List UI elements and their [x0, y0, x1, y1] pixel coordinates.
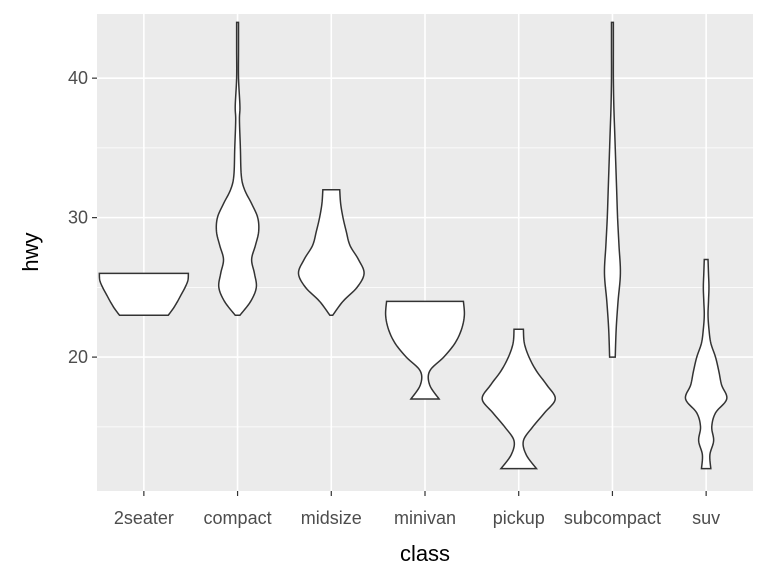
x-tick-label-2seater: 2seater	[114, 508, 174, 528]
violin-suv	[684, 258, 728, 470]
violin-minivan	[384, 300, 466, 400]
x-axis: 2seater compact midsize minivan pickup subcom…	[114, 491, 720, 528]
y-tick-label: 40	[68, 68, 88, 88]
violin-subcompact	[603, 21, 622, 358]
violin-pickup	[481, 328, 557, 470]
x-tick-label-subcompact: subcompact	[564, 508, 661, 528]
y-axis: 20 30 40	[68, 68, 97, 367]
y-tick-label: 30	[68, 208, 88, 228]
y-axis-title: hwy	[18, 232, 43, 271]
x-tick-label-compact: compact	[204, 508, 272, 528]
violins	[98, 21, 728, 470]
x-tick-label-midsize: midsize	[301, 508, 362, 528]
x-tick-label-suv: suv	[692, 508, 720, 528]
violin-midsize	[297, 188, 365, 317]
y-tick-label: 20	[68, 347, 88, 367]
violin-compact	[215, 21, 260, 317]
x-axis-title: class	[400, 541, 450, 566]
violin-2seater	[98, 272, 190, 317]
x-tick-label-pickup: pickup	[493, 508, 545, 528]
x-tick-label-minivan: minivan	[394, 508, 456, 528]
